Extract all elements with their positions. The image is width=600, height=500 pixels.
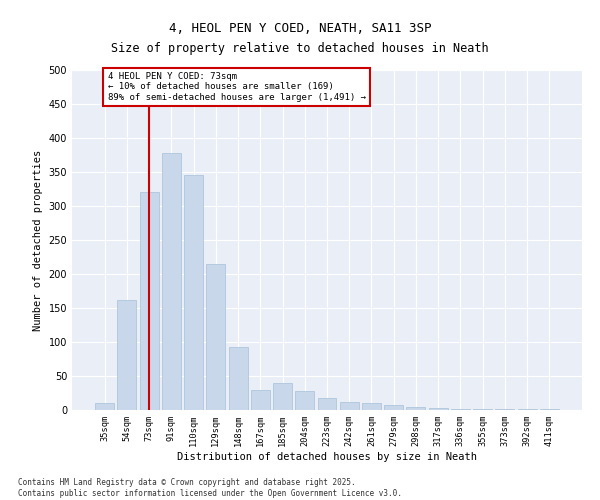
Bar xyxy=(229,347,248,410)
Bar xyxy=(451,408,470,410)
X-axis label: Distribution of detached houses by size in Neath: Distribution of detached houses by size … xyxy=(177,452,477,462)
Bar xyxy=(162,153,181,410)
Bar xyxy=(317,398,337,410)
Bar xyxy=(406,406,425,410)
Bar xyxy=(140,192,158,410)
Bar xyxy=(384,404,403,410)
Bar xyxy=(206,264,225,410)
Bar xyxy=(95,403,114,410)
Bar xyxy=(251,390,270,410)
Text: 4 HEOL PEN Y COED: 73sqm
← 10% of detached houses are smaller (169)
89% of semi-: 4 HEOL PEN Y COED: 73sqm ← 10% of detach… xyxy=(108,72,366,102)
Bar xyxy=(540,408,559,410)
Bar xyxy=(273,383,292,410)
Bar xyxy=(118,300,136,410)
Bar xyxy=(429,408,448,410)
Bar xyxy=(362,403,381,410)
Bar xyxy=(295,391,314,410)
Text: Size of property relative to detached houses in Neath: Size of property relative to detached ho… xyxy=(111,42,489,55)
Text: 4, HEOL PEN Y COED, NEATH, SA11 3SP: 4, HEOL PEN Y COED, NEATH, SA11 3SP xyxy=(169,22,431,35)
Text: Contains HM Land Registry data © Crown copyright and database right 2025.
Contai: Contains HM Land Registry data © Crown c… xyxy=(18,478,402,498)
Bar xyxy=(340,402,359,410)
Bar xyxy=(184,176,203,410)
Y-axis label: Number of detached properties: Number of detached properties xyxy=(33,150,43,330)
